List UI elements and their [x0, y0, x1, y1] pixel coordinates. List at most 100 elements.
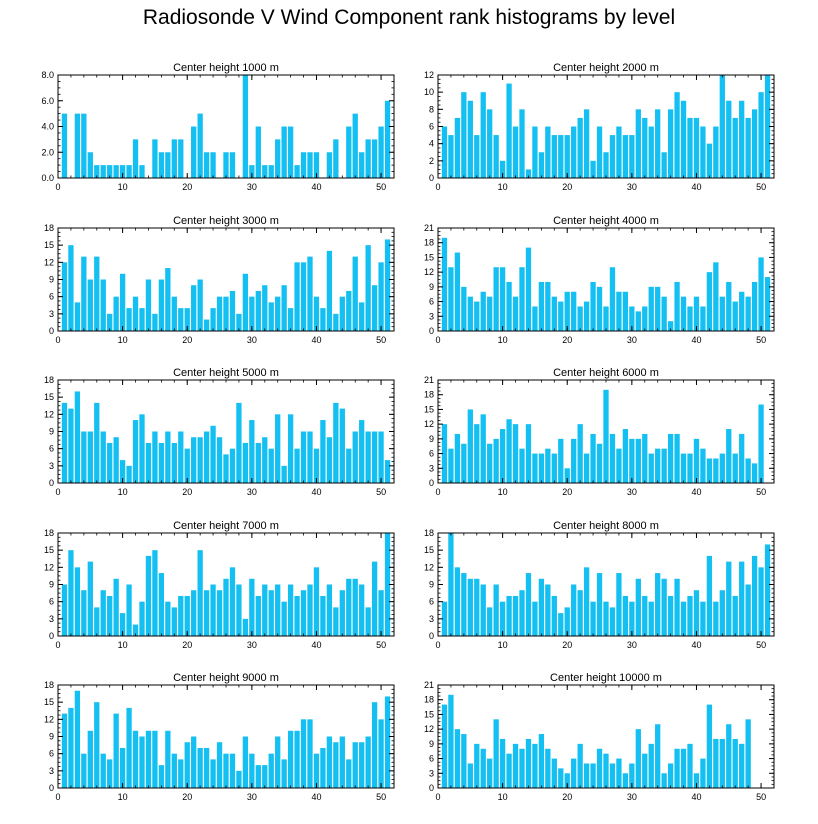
histogram-bar — [210, 584, 216, 636]
panel-title: Center height 2000 m — [553, 62, 659, 74]
histogram-bar — [87, 561, 93, 636]
histogram-bar — [648, 126, 654, 178]
histogram-bar — [287, 584, 294, 636]
histogram-bar — [371, 561, 378, 636]
x-tick-label: 40 — [691, 792, 701, 802]
histogram-bar — [81, 113, 87, 178]
y-tick-label: 15 — [424, 252, 434, 262]
histogram-bar — [139, 601, 145, 636]
histogram-bar — [706, 704, 713, 788]
histogram-bar — [622, 135, 629, 178]
histogram-bar — [294, 262, 300, 331]
histogram-bar — [210, 308, 216, 331]
histogram-bar — [255, 765, 261, 788]
histogram-bar — [751, 463, 758, 483]
histogram-bar — [384, 239, 391, 331]
histogram-bar — [655, 573, 661, 636]
histogram-bar — [674, 578, 680, 636]
histogram-bar — [461, 734, 467, 788]
histogram-bar — [616, 573, 622, 636]
histogram-bar — [467, 296, 473, 331]
y-tick-label: 0 — [429, 173, 434, 183]
histogram-bar — [596, 126, 603, 178]
histogram-bar — [132, 730, 139, 788]
histogram-bar — [262, 285, 268, 331]
histogram-bar — [313, 152, 320, 178]
histogram-bar — [583, 567, 590, 636]
panel-title: Center height 9000 m — [173, 672, 279, 684]
histogram-bar — [487, 109, 493, 178]
histogram-bar — [764, 277, 771, 331]
histogram-bar — [320, 595, 326, 636]
histogram-bar — [545, 748, 551, 788]
histogram-bar — [719, 296, 725, 331]
histogram-bar — [307, 584, 313, 636]
histogram-bar — [648, 601, 654, 636]
histogram-bar — [680, 748, 687, 788]
histogram-bar — [726, 724, 732, 788]
histogram-bar — [655, 109, 661, 178]
histogram-bar — [448, 694, 454, 788]
histogram-bar — [346, 448, 352, 483]
x-tick-label: 50 — [756, 640, 766, 650]
x-tick-label: 30 — [247, 487, 257, 497]
histogram-bar — [525, 247, 532, 331]
histogram-bar — [333, 402, 339, 483]
histogram-bar — [139, 414, 145, 483]
histogram-bar — [139, 165, 145, 178]
histogram-bar — [758, 404, 764, 483]
histogram-bar — [525, 573, 532, 636]
histogram-bar — [661, 578, 667, 636]
histogram-bar — [378, 590, 384, 636]
histogram-bar — [726, 429, 732, 483]
x-tick-label: 10 — [498, 182, 508, 192]
histogram-bar — [739, 100, 745, 178]
histogram-bar — [441, 601, 448, 636]
histogram-bar — [313, 448, 320, 483]
y-tick-label: 3 — [49, 461, 54, 471]
y-tick-label: 0.0 — [41, 173, 54, 183]
x-tick-label: 40 — [311, 640, 321, 650]
histogram-bar — [203, 747, 210, 788]
histogram-bar — [359, 420, 365, 483]
x-tick-label: 30 — [247, 640, 257, 650]
histogram-bar — [674, 92, 680, 178]
histogram-bar — [758, 92, 764, 178]
y-tick-label: 12 — [44, 714, 54, 724]
histogram-bar — [255, 595, 261, 636]
histogram-bar — [622, 429, 629, 483]
y-tick-label: 12 — [44, 257, 54, 267]
x-tick-label: 0 — [55, 335, 60, 345]
y-tick-label: 6 — [49, 292, 54, 302]
histogram-bar — [378, 719, 384, 788]
histogram-bar — [590, 601, 596, 636]
histogram-bar — [242, 273, 249, 331]
histogram-bar — [739, 743, 745, 788]
histogram-bar — [609, 607, 616, 636]
histogram-bar — [700, 126, 706, 178]
x-tick-label: 50 — [376, 182, 386, 192]
y-tick-label: 0 — [49, 326, 54, 336]
histogram-bar — [281, 126, 287, 178]
histogram-bar — [577, 306, 583, 331]
histogram-bar — [635, 578, 641, 636]
histogram-bar — [346, 759, 352, 788]
histogram-bar — [499, 267, 506, 331]
histogram-bar — [294, 165, 300, 178]
y-tick-label: 15 — [44, 545, 54, 555]
histogram-bar — [320, 308, 326, 331]
y-tick-label: 4.0 — [41, 122, 54, 132]
histogram-bar — [326, 250, 333, 331]
histogram-bar — [474, 743, 480, 788]
y-tick-label: 0 — [429, 631, 434, 641]
y-tick-label: 6 — [429, 297, 434, 307]
histogram-bar — [365, 431, 371, 483]
histogram-bar — [577, 424, 583, 483]
histogram-bar — [467, 763, 473, 788]
histogram-bar — [68, 408, 74, 483]
histogram-bar — [642, 433, 648, 483]
histogram-bar — [629, 135, 635, 178]
histogram-bar — [326, 152, 333, 178]
histogram-bar — [564, 773, 570, 788]
x-tick-label: 50 — [376, 487, 386, 497]
